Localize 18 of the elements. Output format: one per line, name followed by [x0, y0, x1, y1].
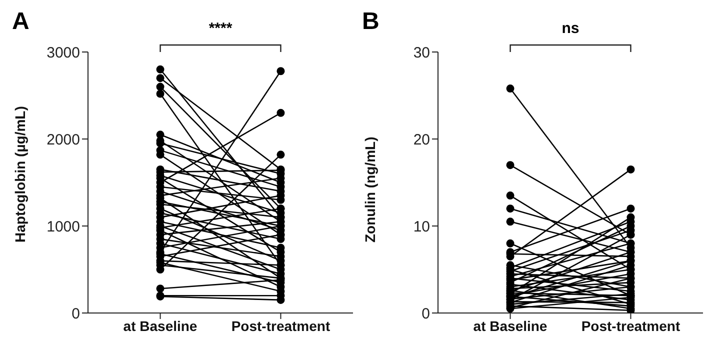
chart-title: A	[12, 8, 30, 36]
y-tick-label: 0	[422, 305, 430, 322]
y-tick-label: 0	[72, 305, 80, 322]
y-axis-title: Zonulin (ng/mL)	[362, 136, 378, 242]
y-tick-label: 3000	[46, 44, 80, 62]
text: ns	[560, 20, 580, 37]
x-tick-label: Post-treatment	[581, 318, 680, 334]
x-tick-label: at Baseline	[123, 318, 198, 334]
text: ****	[208, 20, 234, 37]
y-tick-label: 10	[413, 218, 430, 236]
y-tick-label: 30	[413, 44, 430, 62]
chart-title: B	[362, 8, 380, 36]
x-tick-label: at Baseline	[473, 318, 548, 334]
y-axis-title: Haptoglobin (µg/mL)	[12, 106, 28, 242]
x-tick-label: Post-treatment	[231, 318, 330, 334]
y-tick-label: 2000	[46, 131, 80, 148]
y-tick-label: 20	[413, 131, 430, 148]
y-tick-label: 1000	[46, 218, 80, 236]
